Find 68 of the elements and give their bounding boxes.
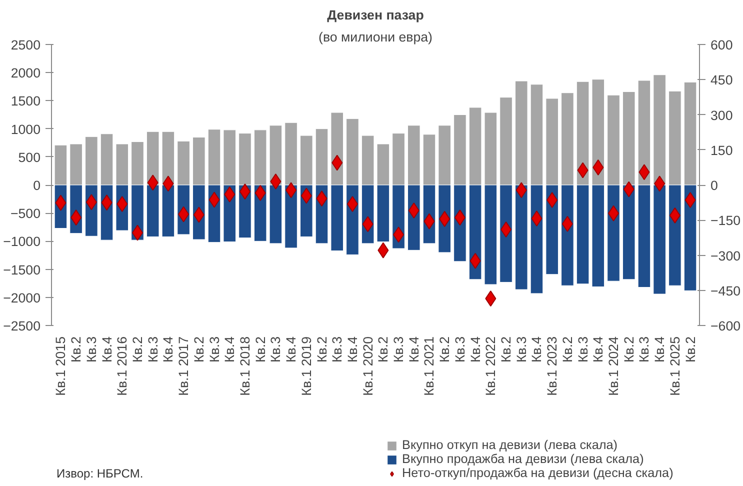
x-tick-label: Кв.2 [560,336,575,362]
x-tick-label: Кв.1 2023 [544,336,560,396]
legend-label: Вкупно продажба на девизи (лева скала) [402,452,644,466]
y2-tick-label: −450 [710,283,741,298]
x-tick-label: Кв.1 2020 [360,336,376,396]
x-tick-label: Кв.4 [222,336,238,362]
chart-subtitle: (во милиони евра) [318,30,433,44]
y2-tick-label: 450 [710,72,733,88]
x-tick-label: Кв.1 2025 [667,336,682,396]
x-tick-label: Кв.3 [452,336,468,362]
x-tick-label: Кв.3 [268,336,284,362]
x-tick-label: Кв.3 [575,336,590,362]
y-tick-label: 2000 [10,66,41,81]
x-tick-label: Кв.4 [406,336,422,362]
x-tick-label: Кв.2 [376,336,391,362]
y2-tick-label: −600 [710,318,741,334]
y-tick-label: −1000 [3,234,41,250]
x-tick-label: Кв.3 [636,336,652,362]
x-tick-label: Кв.3 [145,336,160,362]
y-tick-label: −1500 [3,262,41,278]
x-tick-label: Кв.2 [498,336,514,362]
x-tick-label: Кв.1 2022 [483,336,498,396]
x-tick-label: Кв.2 [68,336,84,362]
y-tick-label: −2500 [3,318,41,334]
x-tick-label: Кв.3 [391,336,406,362]
x-tick-label: Кв.3 [206,336,222,362]
legend-label: Вкупно откуп на девизи (лева скала) [402,438,618,452]
x-tick-label: Кв.2 [191,336,206,362]
y2-tick-label: 600 [710,38,733,52]
y2-tick-label: −150 [710,213,741,228]
x-tick-label: Кв.2 [437,336,452,362]
x-tick-label: Кв.3 [514,336,529,362]
x-tick-label: Кв.3 [330,336,345,362]
x-tick-label: Кв.2 [130,336,145,362]
x-tick-label: Кв.4 [344,336,360,362]
y2-tick-label: −300 [710,248,741,264]
x-tick-label: Кв.4 [529,336,544,362]
x-tick-label: Кв.4 [99,336,114,362]
x-tick-label: Кв.1 2015 [53,336,68,396]
x-tick-label: Кв.1 2019 [298,336,314,396]
y-tick-label: 1500 [10,94,41,109]
y-tick-label: 0 [33,178,41,193]
y-tick-label: 500 [18,150,41,165]
x-tick-label: Кв.3 [84,336,99,362]
y2-tick-label: 150 [710,142,733,158]
x-tick-label: Кв.1 2021 [422,336,437,396]
legend-label: Нето-откуп/продажба на девизи (десна скала) [402,466,674,480]
y2-tick-label: 0 [710,178,718,193]
x-tick-label: Кв.1 2024 [606,336,622,396]
x-tick-label: Кв.1 2018 [237,336,252,396]
x-tick-label: Кв.1 2016 [114,336,130,396]
y2-tick-label: 300 [710,108,733,123]
x-tick-label: Кв.2 [682,336,698,362]
y-tick-label: −500 [10,206,41,222]
y-tick-label: −2000 [3,290,41,306]
x-tick-label: Кв.4 [284,336,299,362]
x-tick-label: Кв.4 [468,336,483,362]
y-tick-label: 1000 [10,122,41,137]
y-tick-label: 2500 [10,38,41,52]
x-tick-label: Кв.1 2017 [176,336,192,396]
x-tick-label: Кв.4 [590,336,606,362]
text: Извор: НБРСМ. [56,466,144,480]
x-tick-label: Кв.4 [652,336,668,362]
x-tick-label: Кв.2 [252,336,268,362]
x-tick-label: Кв.4 [160,336,176,362]
x-tick-label: Кв.2 [314,336,330,362]
chart-title: Девизен пазар [327,8,424,22]
x-tick-label: Кв.2 [621,336,636,362]
